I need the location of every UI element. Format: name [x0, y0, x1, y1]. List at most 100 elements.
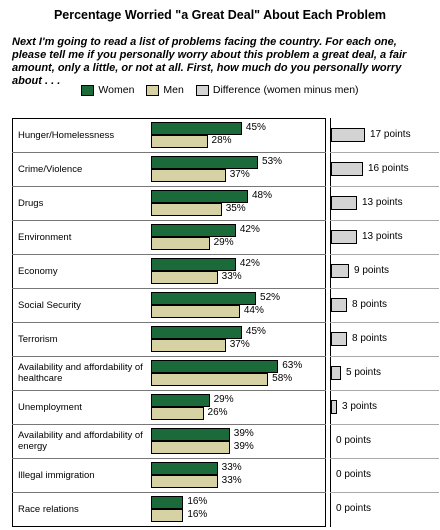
bar: [151, 475, 218, 488]
difference-label: 8 points: [352, 299, 388, 310]
value-label: 45%: [245, 122, 266, 133]
value-label: 58%: [272, 373, 293, 384]
category-label: Hunger/Homelessness: [18, 129, 115, 141]
difference-bar: [331, 298, 347, 312]
difference-label: 17 points: [370, 129, 411, 140]
row-separator: [12, 186, 326, 187]
category-label: Race relations: [18, 503, 79, 515]
row-separator: [330, 356, 439, 357]
row-separator: [330, 152, 439, 153]
row-separator: [12, 152, 326, 153]
value-label: 44%: [243, 305, 264, 316]
difference-bar: [331, 128, 365, 142]
bar: [151, 203, 222, 216]
row-separator: [330, 254, 439, 255]
value-label: 53%: [262, 156, 283, 167]
bar: [151, 271, 218, 284]
difference-label: 3 points: [342, 401, 378, 412]
value-label: 42%: [239, 224, 260, 235]
difference-label: 0 points: [336, 469, 372, 480]
value-label: 52%: [260, 292, 281, 303]
bar: [151, 156, 259, 169]
category-label: Availability and affordability of health…: [18, 362, 143, 384]
value-label: 33%: [221, 475, 242, 486]
row-separator: [12, 322, 326, 323]
difference-bar: [331, 332, 347, 346]
difference-bar: [331, 196, 357, 210]
bar: [151, 169, 226, 182]
bar: [151, 394, 210, 407]
category-label: Illegal immigration: [18, 469, 95, 481]
chart-subtitle: Next I'm going to read a list of problem…: [12, 36, 407, 87]
bar: [151, 122, 242, 135]
category-label: Terrorism: [18, 333, 58, 345]
row-separator: [12, 220, 326, 221]
row-separator: [330, 492, 439, 493]
bar: [151, 339, 226, 352]
bar: [151, 360, 279, 373]
category-label: Environment: [18, 231, 72, 243]
difference-label: 5 points: [346, 367, 382, 378]
value-label: 48%: [251, 190, 272, 201]
category-label: Economy: [18, 265, 58, 277]
bar: [151, 509, 184, 522]
row-separator: [12, 254, 326, 255]
difference-label: 9 points: [354, 265, 390, 276]
bar: [151, 224, 236, 237]
value-label: 35%: [225, 203, 246, 214]
bar: [151, 441, 230, 454]
value-label: 16%: [187, 509, 208, 520]
difference-label: 16 points: [368, 163, 409, 174]
value-label: 29%: [213, 394, 234, 405]
row-separator: [330, 424, 439, 425]
difference-label: 13 points: [362, 197, 403, 208]
value-label: 37%: [229, 169, 250, 180]
category-label: Availability and affordability of energy: [18, 430, 143, 452]
legend-swatch: [195, 84, 209, 96]
difference-bar: [331, 264, 349, 278]
bar: [151, 258, 236, 271]
value-label: 29%: [213, 237, 234, 248]
row-separator: [12, 458, 326, 459]
legend-label: Difference (women minus men): [212, 84, 359, 96]
value-label: 16%: [187, 496, 208, 507]
difference-label: 8 points: [352, 333, 388, 344]
row-separator: [330, 288, 439, 289]
value-label: 39%: [233, 441, 254, 452]
row-separator: [330, 458, 439, 459]
legend-item: Men: [146, 84, 184, 96]
category-label: Crime/Violence: [18, 163, 83, 175]
legend-item: Women: [81, 84, 134, 96]
bar: [151, 462, 218, 475]
row-separator: [330, 220, 439, 221]
bar: [151, 326, 242, 339]
value-label: 33%: [221, 271, 242, 282]
difference-bar: [331, 400, 337, 414]
row-separator: [330, 390, 439, 391]
bar: [151, 237, 210, 250]
value-label: 39%: [233, 428, 254, 439]
bar: [151, 292, 257, 305]
legend: Women Men Difference (women minus men): [0, 84, 440, 96]
bar: [151, 496, 184, 509]
value-label: 33%: [221, 462, 242, 473]
chart-title: Percentage Worried "a Great Deal" About …: [53, 8, 387, 22]
legend-swatch: [146, 84, 160, 96]
category-label: Unemployment: [18, 401, 82, 413]
row-separator: [330, 322, 439, 323]
value-label: 28%: [211, 135, 232, 146]
row-separator: [12, 356, 326, 357]
category-label: Drugs: [18, 197, 44, 209]
legend-item: Difference (women minus men): [195, 84, 359, 96]
bar: [151, 373, 269, 386]
bar: [151, 305, 240, 318]
value-label: 26%: [207, 407, 228, 418]
legend-label: Women: [98, 84, 135, 96]
difference-label: 13 points: [362, 231, 403, 242]
value-label: 37%: [229, 339, 250, 350]
difference-label: 0 points: [336, 435, 372, 446]
legend-swatch: [81, 84, 95, 96]
row-separator: [330, 186, 439, 187]
value-label: 42%: [239, 258, 260, 269]
